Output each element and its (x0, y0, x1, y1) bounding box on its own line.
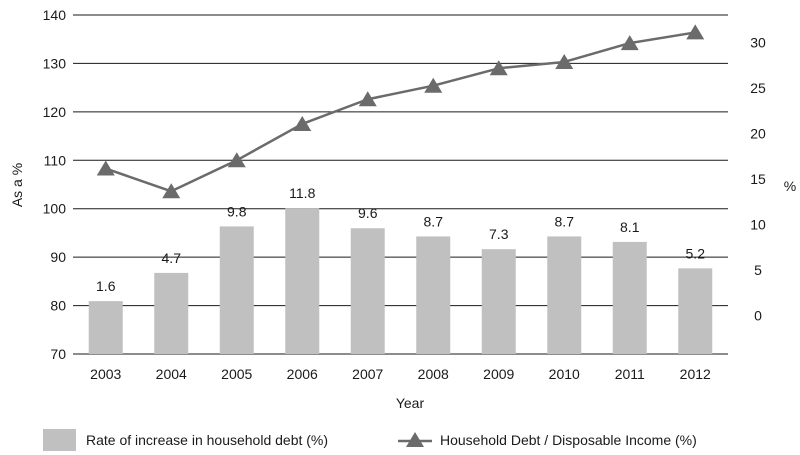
bar (678, 268, 713, 354)
x-tick-label: 2008 (418, 366, 449, 382)
y-tick-label-left: 100 (43, 201, 67, 217)
legend: Rate of increase in household debt (%) H… (43, 429, 697, 451)
line-marker-triangle (489, 60, 508, 76)
y-tick-label-left: 80 (50, 298, 66, 314)
left-axis-ticks: 70 80 90 100 110 120 130 140 (43, 7, 67, 362)
bar-value-label: 8.1 (620, 219, 640, 235)
y-tick-label-left: 140 (43, 7, 67, 23)
line-path (105, 31, 696, 193)
bar-value-label: 9.6 (358, 205, 378, 221)
y-tick-label-left: 130 (43, 55, 67, 71)
bar (416, 236, 451, 354)
y-tick-label-right: 20 (750, 125, 766, 141)
x-tick-label: 2011 (615, 366, 645, 382)
line-marker-triangle (620, 35, 639, 51)
y-tick-label-right: 10 (750, 217, 766, 233)
bar (219, 226, 254, 354)
x-axis-ticks: 2003 2004 2005 2006 2007 2008 2009 2010 2011 2012 (90, 366, 711, 382)
legend-triangle-icon (406, 432, 424, 447)
x-tick-label: 2003 (90, 366, 121, 382)
y-tick-label-left: 70 (50, 346, 66, 362)
y-axis-title-right: % (784, 178, 796, 194)
y-tick-label-left: 110 (44, 152, 67, 168)
line-marker-triangle (96, 160, 115, 176)
legend-line-label: Household Debt / Disposable Income (%) (440, 432, 697, 448)
x-tick-label: 2004 (156, 366, 187, 382)
y-tick-label-left: 90 (50, 249, 66, 265)
bar-value-label: 4.7 (162, 250, 182, 266)
line-marker-triangle (424, 77, 443, 93)
bar-value-label: 8.7 (555, 213, 575, 229)
bar (350, 228, 385, 354)
bar-value-label: 5.2 (686, 245, 706, 261)
bar-value-label: 8.7 (424, 213, 444, 229)
bar-value-label: 11.8 (289, 185, 315, 201)
y-tick-label-right: 30 (750, 34, 766, 50)
x-tick-label: 2010 (549, 366, 580, 382)
legend-bar-label: Rate of increase in household debt (%) (86, 432, 328, 448)
y-tick-label-left: 120 (43, 104, 67, 120)
x-tick-label: 2006 (287, 366, 318, 382)
bar (481, 249, 516, 354)
line-series (96, 24, 705, 199)
x-tick-label: 2012 (680, 366, 711, 382)
line-marker-triangle (227, 152, 246, 168)
bar-series (88, 208, 713, 354)
bar-value-label: 1.6 (96, 278, 116, 294)
y-tick-label-right: 5 (754, 262, 762, 278)
x-tick-label: 2007 (352, 366, 383, 382)
legend-bar-swatch (43, 429, 76, 451)
right-axis-ticks: 0 5 10 15 20 25 30 (750, 34, 766, 323)
x-tick-label: 2005 (221, 366, 252, 382)
y-tick-label-right: 15 (750, 171, 766, 187)
bar (88, 301, 123, 354)
bar-value-labels: 1.6 4.7 9.8 11.8 9.6 8.7 7.3 8.7 8.1 5.2 (96, 185, 705, 294)
bar (612, 241, 647, 354)
bar (547, 236, 582, 354)
y-axis-title-left: As a % (9, 163, 25, 207)
bar (285, 208, 320, 354)
line-marker-triangle (293, 115, 312, 131)
y-tick-label-right: 25 (750, 80, 766, 96)
line-marker-triangle (162, 183, 181, 199)
line-marker-triangle (686, 24, 705, 40)
y-tick-label-right: 0 (754, 308, 762, 324)
x-axis-title: Year (396, 395, 425, 411)
bar-value-label: 9.8 (227, 203, 247, 219)
bar (154, 272, 189, 354)
line-marker-triangle (555, 53, 574, 69)
bar-value-label: 7.3 (489, 226, 509, 242)
line-marker-triangle (358, 91, 377, 107)
x-tick-label: 2009 (483, 366, 514, 382)
